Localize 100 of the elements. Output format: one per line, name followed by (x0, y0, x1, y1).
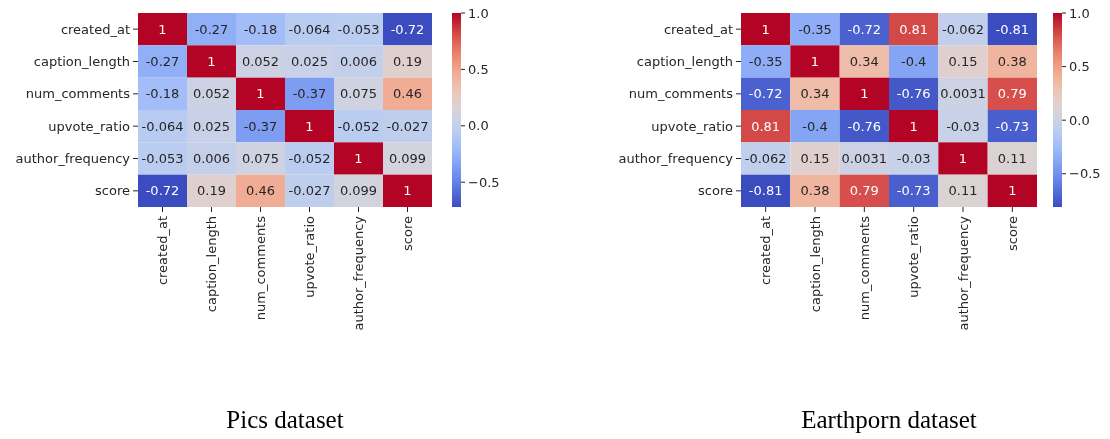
data-label: 0.075 (241, 151, 280, 167)
color-bar-label: 0.0 (468, 118, 489, 134)
data-label: 0.006 (192, 151, 231, 167)
data-label: -0.27 (145, 54, 180, 70)
x-tick-label: upvote_ratio (302, 215, 318, 298)
color-bar-label: 0.5 (468, 61, 489, 77)
data-label: 0.34 (800, 86, 830, 102)
y-tick-label: created_at (60, 21, 130, 37)
color-bar-label: 0.5 (1069, 59, 1090, 75)
data-label: -0.81 (748, 183, 783, 199)
x-tick-label: caption_length (204, 216, 220, 313)
data-label: 1 (403, 183, 412, 199)
text: Earthporn dataset (801, 406, 977, 433)
data-label: -0.81 (995, 21, 1030, 37)
data-label: 0.11 (948, 183, 978, 199)
color-bar-label: 1.0 (1069, 5, 1090, 21)
y-tick-label: created_at (663, 21, 733, 37)
data-label: 1 (158, 21, 167, 37)
data-label: -0.064 (288, 21, 331, 37)
data-label: 1 (860, 86, 869, 102)
data-label: -0.72 (145, 183, 180, 199)
data-label: 0.15 (800, 151, 830, 167)
data-label: -0.73 (896, 183, 931, 199)
data-label: 0.19 (197, 183, 226, 199)
y-tick-label: num_comments (25, 86, 131, 102)
data-label: 1 (1008, 183, 1017, 199)
x-tick-label: num_comments (253, 215, 269, 321)
data-label: -0.053 (337, 21, 380, 37)
y-tick-label: score (95, 183, 130, 199)
data-label: 1 (256, 86, 265, 102)
data-label: -0.052 (337, 118, 380, 134)
data-label: -0.064 (141, 118, 184, 134)
data-label: 1 (305, 118, 314, 134)
x-tick-label: author_frequency (955, 215, 971, 331)
y-tick-label: score (698, 183, 733, 199)
y-tick-label: caption_length (33, 54, 130, 70)
data-label: 1 (909, 118, 918, 134)
data-label: -0.062 (942, 21, 984, 37)
y-tick-label: upvote_ratio (651, 118, 734, 134)
x-tick-label: score (400, 216, 416, 251)
data-label: -0.027 (386, 118, 429, 134)
data-label: 0.38 (997, 54, 1027, 70)
data-label: -0.03 (946, 118, 980, 134)
data-label: -0.4 (802, 118, 828, 134)
data-label: 0.052 (241, 54, 280, 70)
data-label: 1 (761, 21, 770, 37)
data-label: 0.052 (192, 86, 231, 102)
data-label: -0.062 (744, 151, 787, 167)
data-label: -0.37 (292, 86, 327, 102)
y-tick-label: caption_length (636, 54, 733, 70)
data-label: -0.052 (288, 151, 331, 167)
color-bar-label: 1.0 (468, 5, 489, 21)
x-tick-label: author_frequency (351, 215, 367, 331)
data-label: -0.37 (243, 118, 278, 134)
data-label: 0.099 (339, 183, 378, 199)
data-label: 0.34 (849, 54, 879, 70)
data-label: 1 (354, 151, 363, 167)
data-label: 0.099 (388, 151, 427, 167)
data-label: 0.006 (339, 54, 378, 70)
data-label: 0.025 (290, 54, 329, 70)
data-label: 0.0031 (940, 86, 986, 102)
data-label: 0.11 (997, 151, 1027, 167)
data-label: -0.4 (900, 54, 927, 70)
data-label: 1 (207, 54, 216, 70)
y-tick-label: num_comments (628, 86, 734, 102)
data-label: -0.76 (847, 118, 882, 134)
data-label: 0.38 (800, 183, 830, 199)
x-tick-label: upvote_ratio (906, 215, 922, 298)
data-label: 1 (810, 54, 820, 70)
data-label: 0.46 (246, 183, 275, 199)
data-label: -0.35 (748, 54, 783, 70)
data-label: -0.73 (995, 118, 1030, 134)
data-label: -0.72 (748, 86, 783, 102)
data-label: 0.81 (751, 118, 781, 134)
color-bar-label: 0.0 (1069, 112, 1090, 128)
data-label: 0.0031 (841, 151, 888, 167)
y-tick-label: author_frequency (15, 151, 131, 167)
data-label: -0.053 (141, 151, 184, 167)
data-label: 0.79 (849, 183, 879, 199)
x-tick-label: score (1004, 216, 1020, 251)
data-label: -0.72 (390, 21, 425, 37)
data-label: -0.72 (847, 21, 882, 37)
data-label: 0.79 (997, 86, 1027, 102)
data-label: -0.027 (288, 183, 331, 199)
text: Pics dataset (226, 406, 344, 433)
data-label: -0.03 (896, 151, 931, 167)
color-bar-label: −0.5 (468, 174, 500, 190)
x-tick-label: caption_length (807, 216, 823, 313)
data-label: -0.35 (798, 21, 832, 37)
data-label: -0.76 (896, 86, 931, 102)
x-tick-label: num_comments (856, 215, 872, 321)
data-label: 0.81 (899, 21, 929, 37)
data-label: 0.075 (339, 86, 378, 102)
data-label: 1 (958, 151, 968, 167)
data-label: -0.18 (145, 86, 180, 102)
data-label: -0.27 (194, 21, 229, 37)
color-bar-label: −0.5 (1069, 166, 1101, 182)
y-tick-label: author_frequency (618, 151, 734, 167)
data-label: 0.46 (393, 86, 422, 102)
data-label: -0.18 (243, 21, 278, 37)
